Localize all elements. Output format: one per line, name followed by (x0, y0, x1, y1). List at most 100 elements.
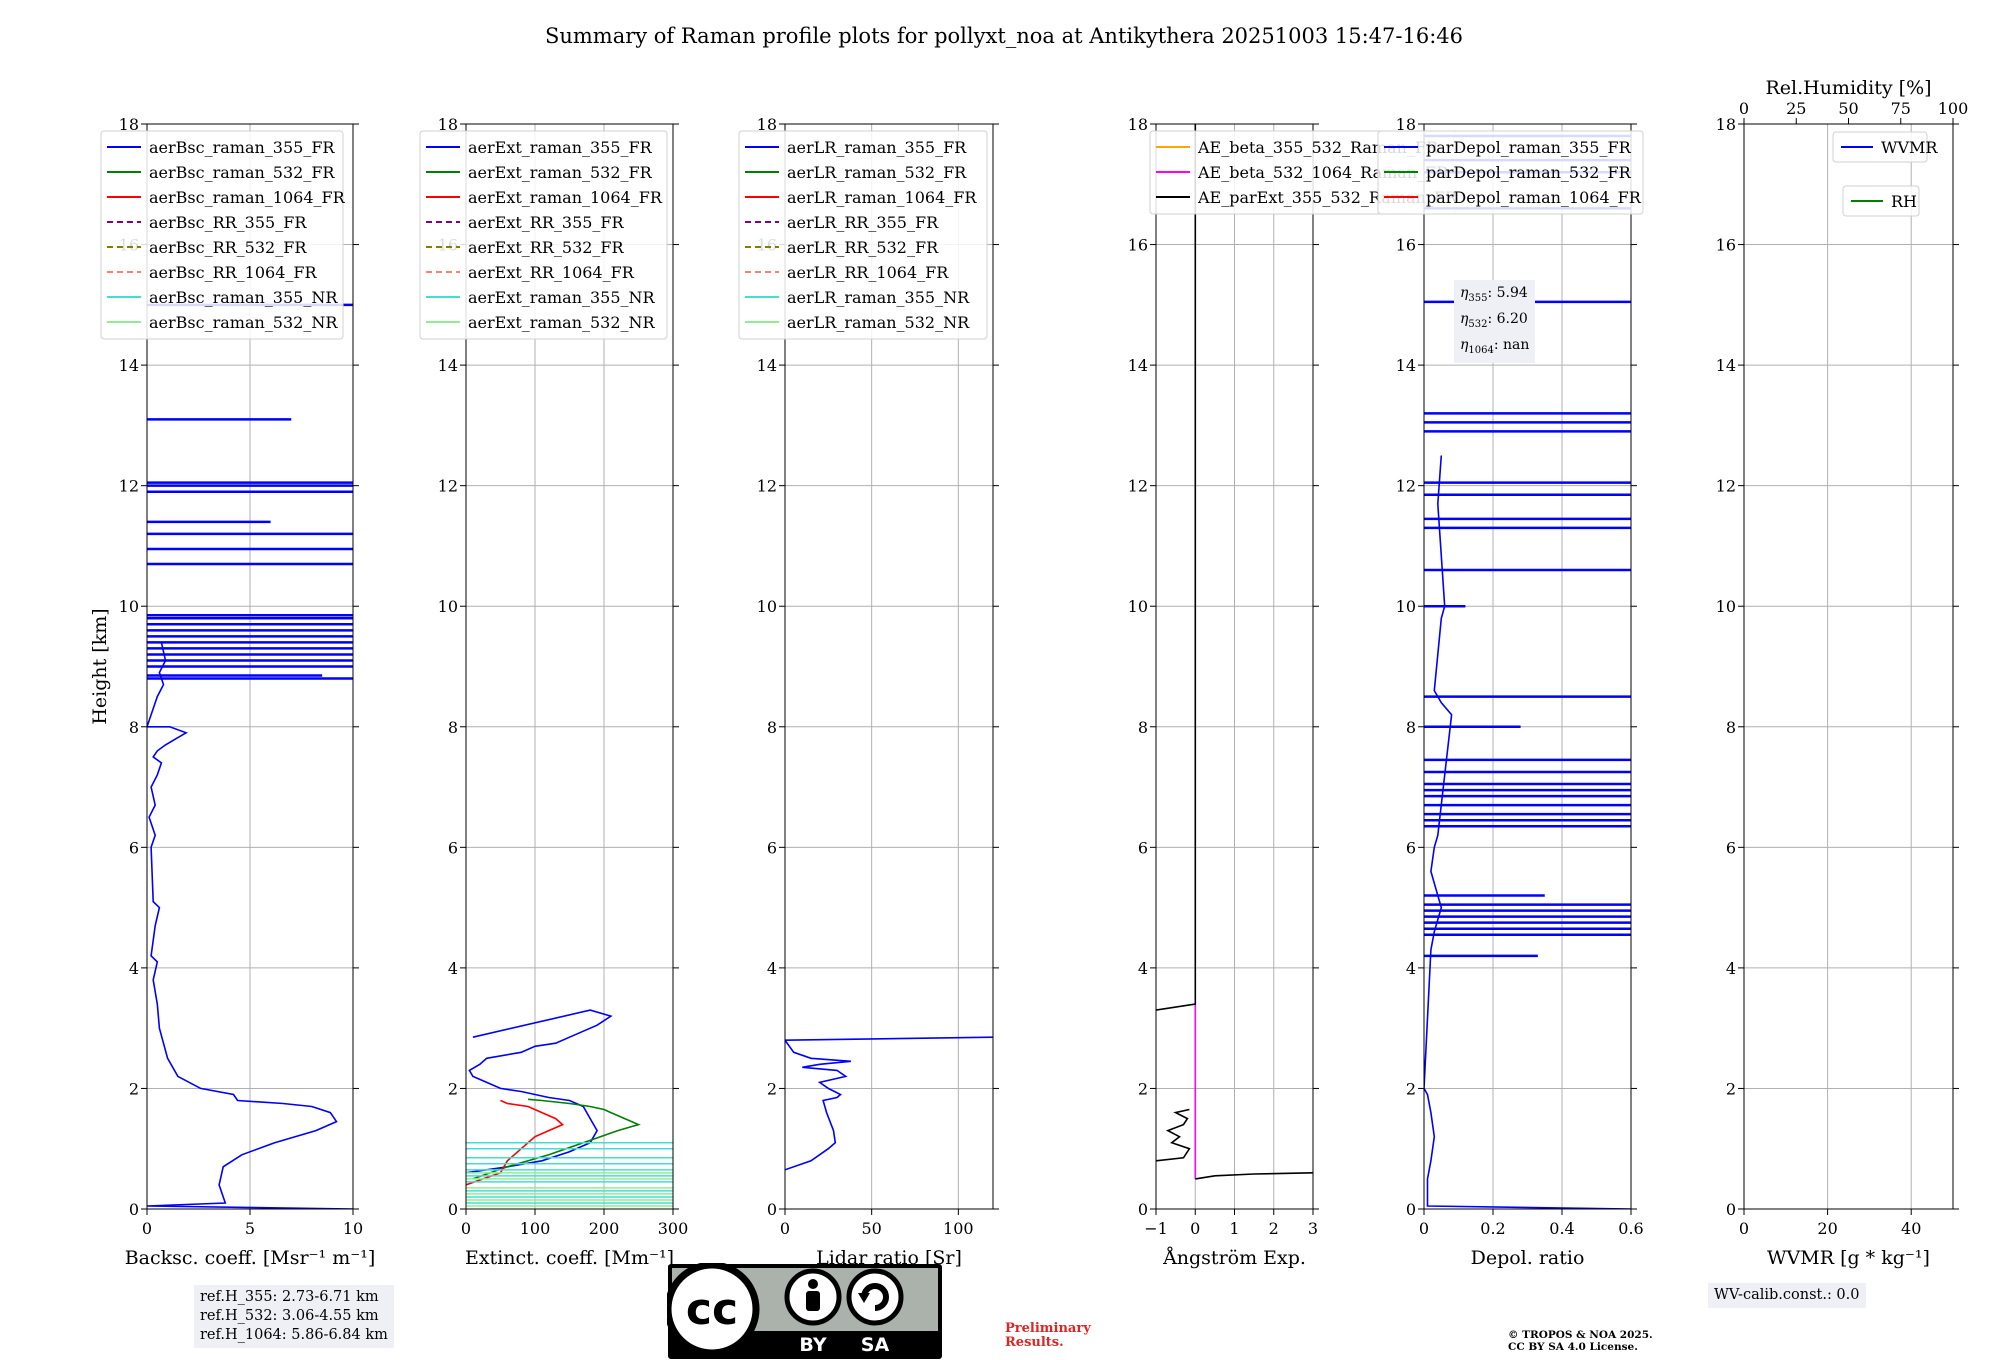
cc-logo-icon (667, 1263, 760, 1357)
by-person-body (806, 1291, 820, 1311)
cc-sa-label: SA (861, 1334, 890, 1356)
y-tick-label: 8 (129, 718, 139, 737)
series-line-AE_parExt_355_532_Raman_FR_mid (1156, 124, 1197, 1011)
y-tick-label: 12 (1716, 477, 1736, 496)
legend-entry: aerExt_RR_1064_FR (468, 263, 635, 282)
x-tick-label: 0 (461, 1219, 471, 1238)
y-tick-label: 18 (119, 115, 139, 134)
x-tick-label: 20 (1817, 1219, 1837, 1238)
y-tick-label: 10 (119, 597, 139, 616)
y-tick-label: 18 (438, 115, 458, 134)
by-person-head (808, 1279, 818, 1289)
series-line-aerBsc_raman_355_FR (147, 642, 353, 1209)
legend-entry: parDepol_raman_1064_FR (1426, 188, 1642, 207)
y-tick-label: 2 (767, 1079, 777, 1098)
sa-arrowhead-icon (858, 1293, 870, 1303)
y-tick-label: 14 (1128, 356, 1148, 375)
copyright-line-2: CC BY SA 4.0 License. (1508, 1341, 1638, 1353)
y-tick-label: 18 (1716, 115, 1736, 134)
legend-entry: aerBsc_RR_532_FR (149, 238, 307, 257)
x-tick-label: 100 (943, 1219, 974, 1238)
y-tick-label: 14 (119, 356, 139, 375)
y-tick-label: 12 (119, 477, 139, 496)
y-tick-label: 6 (1138, 838, 1148, 857)
ref-height-1064: ref.H_1064: 5.86-6.84 km (200, 1327, 388, 1343)
y-tick-label: 14 (438, 356, 458, 375)
x-axis-label: Lidar ratio [Sr] (816, 1247, 962, 1269)
y-tick-label: 6 (129, 838, 139, 857)
series-group (466, 1009, 673, 1207)
x-axis-label: Depol. ratio (1471, 1247, 1585, 1269)
y-tick-label: 10 (1396, 597, 1416, 616)
y-tick-label: 2 (1406, 1079, 1416, 1098)
cc-license-badge: cc BY SA (667, 1263, 942, 1359)
top-x-tick-label: 75 (1891, 99, 1911, 118)
y-tick-label: 14 (757, 356, 777, 375)
y-tick-label: 12 (438, 477, 458, 496)
y-tick-label: 16 (1716, 236, 1736, 255)
legend-entry: aerLR_raman_355_FR (787, 138, 967, 157)
copyright-note: © TROPOS & NOA 2025. CC BY SA 4.0 Licens… (1508, 1329, 1653, 1353)
legend-entry: aerExt_raman_1064_FR (468, 188, 663, 207)
wv-calib-box: WV-calib.const.: 0.0 (1708, 1283, 1866, 1308)
legend-box (1377, 130, 1644, 215)
panel-extinction: 0246810121416180100200300Extinct. coeff.… (419, 115, 688, 1269)
y-tick-label: 16 (1396, 236, 1416, 255)
x-tick-label: −1 (1144, 1219, 1168, 1238)
legend-entry: parDepol_raman_532_FR (1426, 163, 1632, 182)
y-tick-label: 4 (767, 959, 777, 978)
x-tick-label: 0 (142, 1219, 152, 1238)
y-tick-label: 8 (1138, 718, 1148, 737)
y-tick-label: 0 (1138, 1200, 1148, 1219)
legend-entry: RH (1891, 192, 1917, 211)
legend-entry: aerLR_raman_355_NR (787, 288, 970, 307)
preliminary-results-note: Preliminary Results. (1005, 1322, 1091, 1350)
x-axis-label: WVMR [g * kg⁻¹] (1767, 1247, 1930, 1269)
legend: parDepol_raman_355_FR parDepol_raman_532_… (1377, 130, 1644, 215)
sa-arrow-icon (861, 1283, 889, 1311)
legend-entry: aerLR_raman_1064_FR (787, 188, 977, 207)
legend-entry: aerBsc_RR_1064_FR (149, 263, 318, 282)
y-tick-label: 12 (1128, 477, 1148, 496)
axes-frame (1423, 123, 1632, 1210)
legend-entry: aerBsc_raman_1064_FR (149, 188, 346, 207)
y-tick-label: 4 (129, 959, 139, 978)
top-x-tick-label: 100 (1938, 99, 1969, 118)
legend-box (1832, 131, 1928, 163)
y-tick-label: 4 (1726, 959, 1736, 978)
y-tick-label: 10 (1716, 597, 1736, 616)
y-tick-label: 8 (1726, 718, 1736, 737)
y-tick-label: 10 (1128, 597, 1148, 616)
ref-height-532: ref.H_532: 3.06-4.55 km (200, 1308, 379, 1324)
y-tick-label: 10 (757, 597, 777, 616)
y-tick-label: 14 (1716, 356, 1736, 375)
series-line-AE_parExt_355_532_Raman_FR (1195, 1172, 1313, 1180)
y-tick-label: 6 (448, 838, 458, 857)
y-tick-label: 12 (757, 477, 777, 496)
legend-entry: aerBsc_raman_532_NR (149, 313, 338, 332)
y-tick-label: 0 (129, 1200, 139, 1219)
x-tick-label: 0 (1190, 1219, 1200, 1238)
legend-entry: aerBsc_RR_355_FR (149, 213, 307, 232)
y-tick-label: 0 (1726, 1200, 1736, 1219)
panel-depolarization: 0 2 4 6 8 10 12 14 16 18 0 0.2 0.4 0.6 Depol. ratio par… (1377, 115, 1644, 1269)
x-tick-label: 1 (1229, 1219, 1239, 1238)
y-tick-label: 8 (448, 718, 458, 737)
panel-lidar_ratio: 024681012141618050100Lidar ratio [Sr]aer… (738, 115, 999, 1269)
x-tick-label: 0 (1419, 1219, 1429, 1238)
y-tick-label: 0 (448, 1200, 458, 1219)
legend: aerExt_raman_355_FR aerExt_raman_532_FRae… (419, 130, 668, 340)
series-line-aerExt_raman_1064_FR (466, 1099, 565, 1186)
legend-entry: aerBsc_raman_355_FR (149, 138, 335, 157)
top-x-tick-label: 25 (1786, 99, 1806, 118)
series-line-aerExt_raman_532_FR (472, 1098, 641, 1180)
legend-entry: aerExt_raman_355_FR (468, 138, 653, 157)
ref-height-355: ref.H_355: 2.73-6.71 km (200, 1289, 379, 1305)
x-axis-label: Extinct. coeff. [Mm⁻¹] (465, 1247, 674, 1269)
x-tick-label: 0.4 (1549, 1219, 1574, 1238)
series-group (785, 1036, 993, 1171)
x-tick-label: 40 (1901, 1219, 1921, 1238)
legend-entry: aerLR_RR_532_FR (787, 238, 939, 257)
x-tick-label: 100 (520, 1219, 551, 1238)
